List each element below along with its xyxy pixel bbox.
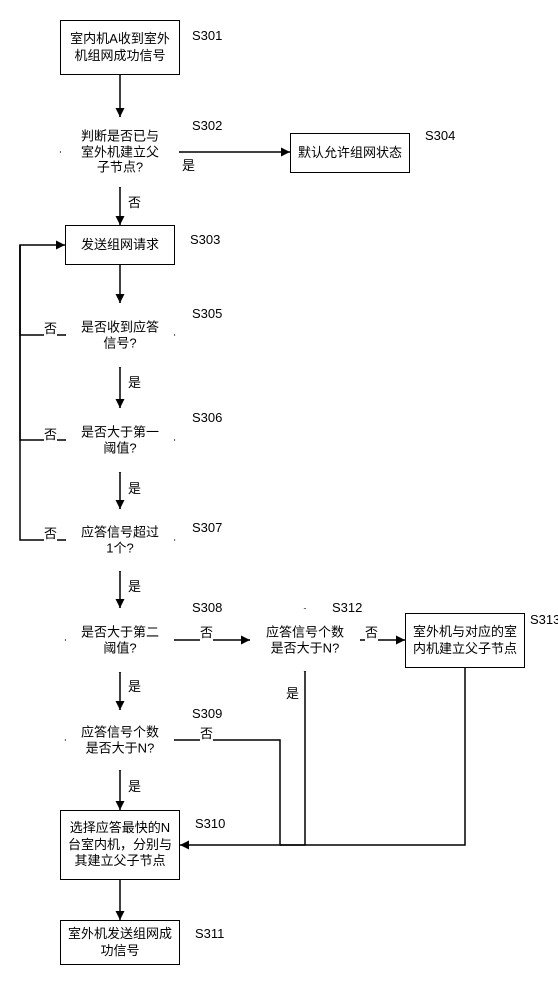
branch-label: 否 xyxy=(44,424,57,443)
node-s306: 是否大于第一阈值? xyxy=(66,408,174,472)
branch-label: 否 xyxy=(44,523,57,542)
branch-label: 是 xyxy=(128,576,141,595)
step-label-s312: S312 xyxy=(332,600,362,615)
branch-label: 否 xyxy=(200,723,213,742)
flowchart-canvas: 室内机A收到室外机组网成功信号 发送组网请求 默认允许组网状态 选择应答最快的N… xyxy=(0,0,558,1000)
node-s312: 应答信号个数是否大于N? xyxy=(250,609,360,671)
node-text: 应答信号超过1个? xyxy=(81,524,159,555)
node-text: 选择应答最快的N台室内机，分别与其建立父子节点 xyxy=(65,820,175,871)
node-s302: 判断是否已与室外机建立父子节点? xyxy=(61,117,179,187)
step-label-s301: S301 xyxy=(192,28,222,43)
step-label-s313: S313 xyxy=(530,612,558,627)
node-text: 应答信号个数是否大于N? xyxy=(266,624,344,655)
node-text: 室内机A收到室外机组网成功信号 xyxy=(65,31,175,65)
node-text: 发送组网请求 xyxy=(81,237,159,254)
node-s310: 选择应答最快的N台室内机，分别与其建立父子节点 xyxy=(60,810,180,880)
branch-label: 是 xyxy=(286,683,299,702)
branch-label: 否 xyxy=(200,622,213,641)
node-text: 是否收到应答信号? xyxy=(81,319,159,350)
node-text: 应答信号个数是否大于N? xyxy=(81,724,159,755)
node-s308: 是否大于第二阈值? xyxy=(66,608,174,672)
branch-label: 否 xyxy=(128,192,141,211)
step-label-s311: S311 xyxy=(195,926,224,941)
node-s309: 应答信号个数是否大于N? xyxy=(66,710,174,770)
step-label-s309: S309 xyxy=(192,706,222,721)
node-s311: 室外机发送组网成功信号 xyxy=(60,920,180,965)
branch-label: 否 xyxy=(365,622,378,641)
branch-label: 是 xyxy=(128,776,141,795)
step-label-s307: S307 xyxy=(192,520,222,535)
node-text: 室外机发送组网成功信号 xyxy=(65,926,175,960)
node-s313: 室外机与对应的室内机建立父子节点 xyxy=(405,613,525,668)
step-label-s302: S302 xyxy=(192,118,222,133)
step-label-s310: S310 xyxy=(195,816,225,831)
branch-label: 是 xyxy=(128,676,141,695)
node-text: 室外机与对应的室内机建立父子节点 xyxy=(410,624,520,658)
node-text: 是否大于第二阈值? xyxy=(81,624,159,655)
node-s301: 室内机A收到室外机组网成功信号 xyxy=(60,20,180,75)
step-label-s308: S308 xyxy=(192,600,222,615)
branch-label: 否 xyxy=(44,318,57,337)
step-label-s303: S303 xyxy=(190,232,220,247)
node-text: 判断是否已与室外机建立父子节点? xyxy=(81,129,159,176)
node-s305: 是否收到应答信号? xyxy=(66,303,174,367)
branch-label: 是 xyxy=(128,478,141,497)
node-s303: 发送组网请求 xyxy=(65,225,175,265)
step-label-s306: S306 xyxy=(192,410,222,425)
branch-label: 是 xyxy=(128,372,141,391)
node-s307: 应答信号超过1个? xyxy=(66,509,174,571)
step-label-s304: S304 xyxy=(425,128,455,143)
node-text: 默认允许组网状态 xyxy=(298,145,402,162)
node-text: 是否大于第一阈值? xyxy=(81,424,159,455)
node-s304: 默认允许组网状态 xyxy=(290,133,410,173)
step-label-s305: S305 xyxy=(192,306,222,321)
branch-label: 是 xyxy=(182,155,195,174)
